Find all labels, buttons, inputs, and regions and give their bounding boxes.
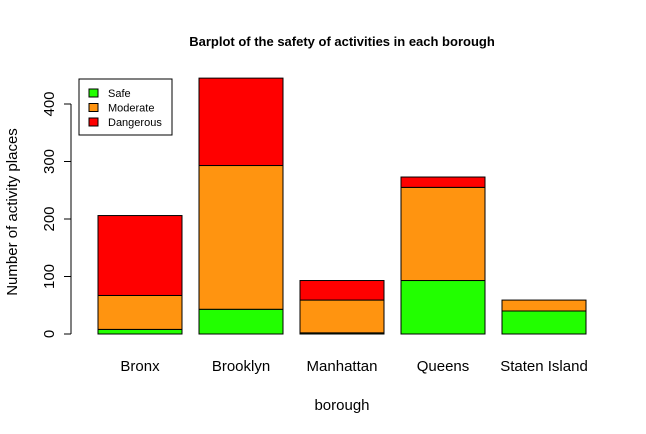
x-tick-label: Bronx xyxy=(120,358,160,375)
bar-dangerous-brooklyn xyxy=(198,77,284,167)
bar-dangerous-queens xyxy=(400,176,486,188)
bar-moderate-queens xyxy=(400,186,486,282)
legend: Safe Moderate Dangerous xyxy=(78,78,173,136)
y-axis-label: Number of activity places xyxy=(4,128,21,296)
bar-dangerous-manhattan xyxy=(299,280,385,301)
y-tick-label: 400 xyxy=(41,91,58,116)
y-tick-label: 300 xyxy=(41,149,58,174)
x-axis-label: borough xyxy=(314,397,369,414)
legend-label-dangerous: Dangerous xyxy=(108,117,162,129)
bar-safe-bronx xyxy=(97,328,183,335)
x-tick-label: Staten Island xyxy=(500,358,588,375)
legend-swatch-moderate xyxy=(88,103,99,112)
bar-moderate-brooklyn xyxy=(198,165,284,310)
legend-swatch-safe xyxy=(88,88,99,98)
bar-safe-staten-island xyxy=(501,310,587,335)
x-tick-labels: Bronx Brooklyn Manhattan Queens Staten Islan… xyxy=(120,358,587,375)
bar-safe-queens xyxy=(400,280,486,335)
y-tick-label: 200 xyxy=(41,206,58,231)
legend-label-safe: Safe xyxy=(108,88,131,100)
legend-label-moderate: Moderate xyxy=(108,103,154,115)
y-axis: 0 100 200 300 400 xyxy=(41,91,72,338)
x-tick-label: Brooklyn xyxy=(212,358,270,375)
legend-swatch-dangerous xyxy=(88,117,99,127)
chart-title: Barplot of the safety of activities in e… xyxy=(189,34,495,49)
bar-moderate-staten-island xyxy=(501,299,587,312)
bar-safe-brooklyn xyxy=(198,308,284,335)
y-tick-label: 0 xyxy=(41,330,58,338)
bar-moderate-manhattan xyxy=(299,299,385,334)
x-tick-label: Queens xyxy=(417,358,470,375)
bar-dangerous-bronx xyxy=(97,215,183,296)
bars-group xyxy=(97,77,587,335)
x-tick-label: Manhattan xyxy=(307,358,378,375)
bar-moderate-bronx xyxy=(97,294,183,330)
y-tick-label: 100 xyxy=(41,264,58,289)
